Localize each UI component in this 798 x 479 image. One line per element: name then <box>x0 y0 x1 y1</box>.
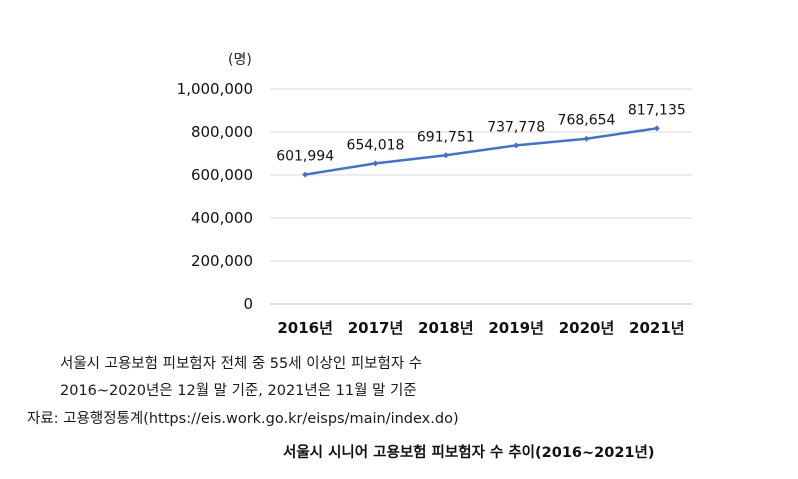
data-label: 691,751 <box>417 129 475 145</box>
data-point-marker <box>583 135 590 142</box>
note-definition: 서울시 고용보험 피보험자 전체 중 55세 이상인 피보험자 수 <box>60 356 423 372</box>
y-tick-label: 1,000,000 <box>177 80 253 98</box>
y-tick-label: 800,000 <box>191 123 253 141</box>
data-label: 768,654 <box>558 113 616 129</box>
y-tick-label: 400,000 <box>191 209 253 227</box>
note-source: 자료: 고용행정통계(https://eis.work.go.kr/eisps/… <box>27 411 459 427</box>
series-line <box>304 127 658 176</box>
data-label: 601,994 <box>276 149 334 165</box>
data-label: 654,018 <box>347 137 405 153</box>
data-point-marker <box>442 152 449 159</box>
y-tick-label: 0 <box>243 295 253 313</box>
x-tick-label: 2016년 <box>277 319 333 337</box>
line-chart: (명) 0 200,000 400,000 600,000 800,000 1,000,0… <box>177 52 692 337</box>
data-point-marker <box>513 142 520 149</box>
chart-caption: 서울시 시니어 고용보험 피보험자 수 추이(2016~2021년) <box>283 445 655 461</box>
x-tick-label: 2017년 <box>348 319 404 337</box>
y-tick-label: 200,000 <box>191 252 253 270</box>
x-tick-label: 2021년 <box>629 319 685 337</box>
y-axis-unit-label: (명) <box>228 52 252 68</box>
data-label: 817,135 <box>628 102 686 118</box>
data-point-marker <box>372 160 379 167</box>
data-point-marker <box>302 171 309 178</box>
x-tick-label: 2020년 <box>559 319 615 337</box>
data-point-marker <box>653 125 660 132</box>
data-label: 737,778 <box>487 119 545 135</box>
x-tick-label: 2018년 <box>418 319 474 337</box>
x-tick-label: 2019년 <box>488 319 544 337</box>
note-reference-period: 2016~2020년은 12월 말 기준, 2021년은 11월 말 기준 <box>60 383 417 399</box>
y-tick-label: 600,000 <box>191 166 253 184</box>
